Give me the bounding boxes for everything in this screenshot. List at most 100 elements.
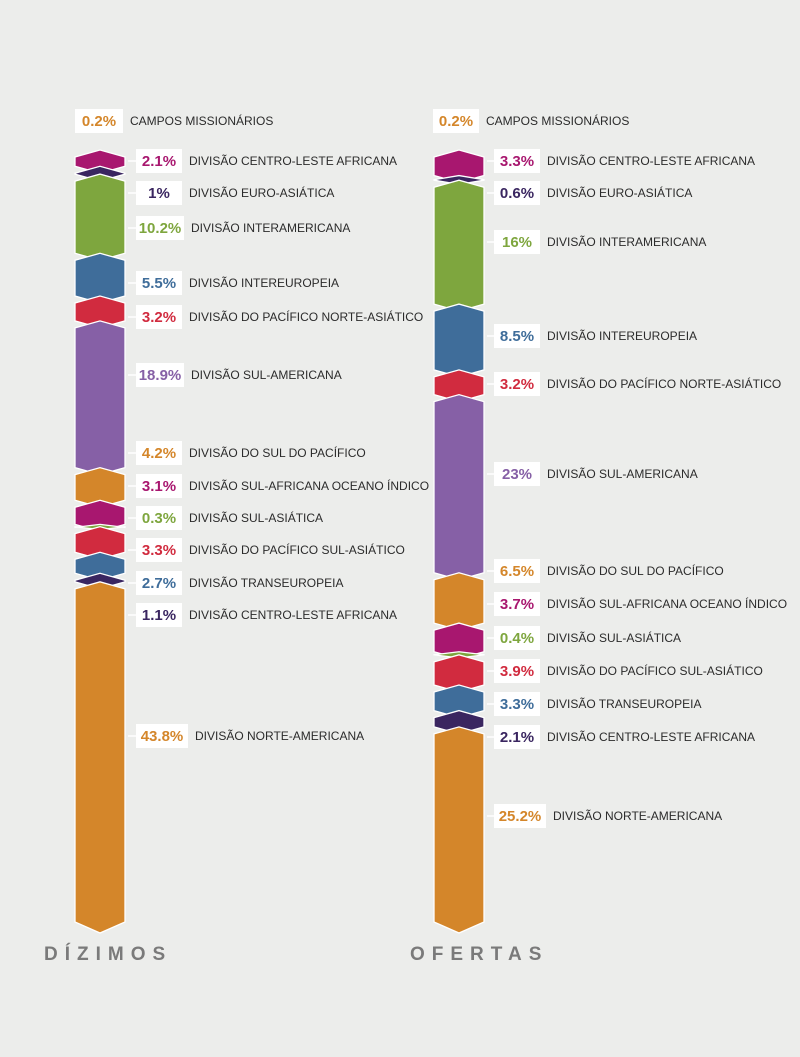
ofertas-title: OFERTAS [410,944,548,965]
data-label-divisao-euro-asiatica: 0.6% DIVISÃO EURO-ASIÁTICA [487,181,692,205]
category-label: DIVISÃO SUL-AMERICANA [191,368,342,382]
value-box [494,725,540,749]
value-label: 8.5% [500,328,534,345]
value-label: 2.7% [142,575,176,592]
value-label: 0.4% [500,630,534,647]
value-label: 3.3% [142,542,176,559]
category-label: DIVISÃO SUL-ASIÁTICA [189,510,323,525]
category-label: DIVISÃO INTEREUROPEIA [547,329,697,343]
value-label: 18.9% [139,367,182,384]
data-label-divisao-sul-africana-oceano-indico: 3.7% DIVISÃO SUL-AFRICANA OCEANO ÍNDICO [487,592,787,616]
segment-divisao-norte-americana [74,581,126,934]
value-box [136,571,182,595]
category-label: DIVISÃO CENTRO-LESTE AFRICANA [189,608,397,622]
category-label: DIVISÃO NORTE-AMERICANA [195,729,364,743]
data-label-divisao-transeuropeia: 2.7% DIVISÃO TRANSEUROPEIA [128,571,343,595]
data-label-divisao-do-pacifico-sul-asiatico: 3.9% DIVISÃO DO PACÍFICO SUL-ASIÁTICO [487,659,763,683]
value-box [433,109,479,133]
value-label: 3.3% [500,153,534,170]
category-label: DIVISÃO EURO-ASIÁTICA [547,185,692,200]
data-label-campos-missionarios: 0.2% CAMPOS MISSIONÁRIOS [433,109,629,133]
category-label: DIVISÃO INTERAMERICANA [547,235,706,249]
value-box [494,149,540,173]
value-box [136,271,182,295]
data-label-divisao-sul-americana: 23% DIVISÃO SUL-AMERICANA [487,462,698,486]
value-label: 43.8% [141,728,184,745]
value-box [136,181,182,205]
segment-divisao-do-sul-do-pacifico [433,572,485,631]
value-label: 2.1% [142,153,176,170]
value-label: 3.2% [500,376,534,393]
category-label: CAMPOS MISSIONÁRIOS [130,113,273,128]
value-box [494,592,540,616]
value-label: 0.6% [500,185,534,202]
segment-divisao-norte-americana [433,726,485,934]
category-label: DIVISÃO EURO-ASIÁTICA [189,185,334,200]
data-label-divisao-centro-leste-africana: 2.1% DIVISÃO CENTRO-LESTE AFRICANA [128,149,397,173]
value-label: 0.2% [439,113,473,130]
segment-divisao-transeuropeia [74,551,126,581]
data-label-divisao-norte-americana: 43.8% DIVISÃO NORTE-AMERICANA [128,724,364,748]
data-label-divisao-centro-leste-africana: 1.1% DIVISÃO CENTRO-LESTE AFRICANA [128,603,397,627]
value-box [136,441,182,465]
data-label-divisao-centro-leste-africana: 2.1% DIVISÃO CENTRO-LESTE AFRICANA [487,725,755,749]
value-label: 5.5% [142,275,176,292]
segment-divisao-transeuropeia [433,684,485,719]
segment-divisao-sul-africana-oceano-indico [74,499,126,533]
value-box [136,506,182,530]
data-label-divisao-do-pacifico-sul-asiatico: 3.3% DIVISÃO DO PACÍFICO SUL-ASIÁTICO [128,538,405,562]
data-label-divisao-sul-africana-oceano-indico: 3.1% DIVISÃO SUL-AFRICANA OCEANO ÍNDICO [128,474,429,498]
segment-divisao-do-pacifico-sul-asiatico [433,654,485,693]
value-label: 3.7% [500,596,534,613]
segment-divisao-sul-americana [74,320,126,476]
value-label: 25.2% [499,808,542,825]
ofertas-column: 0.2% CAMPOS MISSIONÁRIOS 3.3% DIVISÃO CENTR… [433,109,787,934]
data-label-divisao-do-pacifico-norte-asiatico: 3.2% DIVISÃO DO PACÍFICO NORTE-ASIÁTICO [487,372,781,396]
category-label: DIVISÃO DO PACÍFICO SUL-ASIÁTICO [189,542,405,557]
value-box [494,692,540,716]
value-box [494,559,540,583]
data-label-divisao-intereuropeia: 8.5% DIVISÃO INTEREUROPEIA [487,324,697,348]
segment-divisao-do-pacifico-norte-asiatico [74,295,126,329]
value-label: 4.2% [142,445,176,462]
value-label: 1% [148,185,170,202]
value-box [494,462,540,486]
category-label: DIVISÃO DO PACÍFICO SUL-ASIÁTICO [547,663,763,678]
value-box [75,109,123,133]
value-box [494,372,540,396]
value-label: 23% [502,466,532,483]
category-label: DIVISÃO DO PACÍFICO NORTE-ASIÁTICO [189,309,423,324]
category-label: CAMPOS MISSIONÁRIOS [486,113,629,128]
category-label: DIVISÃO DO PACÍFICO NORTE-ASIÁTICO [547,376,781,391]
value-box [136,305,182,329]
value-label: 0.2% [82,113,116,130]
segment-divisao-centro-leste-africana [433,709,485,735]
data-label-campos-missionarios: 0.2% CAMPOS MISSIONÁRIOS [75,109,273,133]
category-label: DIVISÃO DO SUL DO PACÍFICO [189,445,366,460]
value-label: 16% [502,234,532,251]
value-label: 0.3% [142,510,176,527]
segment-divisao-centro-leste-africana [74,149,126,174]
data-label-divisao-centro-leste-africana: 3.3% DIVISÃO CENTRO-LESTE AFRICANA [487,149,755,173]
segment-divisao-centro-leste-africana [433,149,485,184]
value-box [494,804,546,828]
value-label: 10.2% [139,220,182,237]
value-label: 3.9% [500,663,534,680]
value-label: 2.1% [500,729,534,746]
value-box [136,216,184,240]
data-label-divisao-transeuropeia: 3.3% DIVISÃO TRANSEUROPEIA [487,692,701,716]
value-label: 3.1% [142,478,176,495]
value-box [136,538,182,562]
category-label: DIVISÃO INTERAMERICANA [191,221,350,235]
data-label-divisao-do-sul-do-pacifico: 6.5% DIVISÃO DO SUL DO PACÍFICO [487,559,724,583]
value-box [494,181,540,205]
value-box [136,474,182,498]
data-label-divisao-interamericana: 16% DIVISÃO INTERAMERICANA [487,230,706,254]
value-box [136,149,182,173]
category-label: DIVISÃO CENTRO-LESTE AFRICANA [547,154,755,168]
segment-divisao-do-sul-do-pacifico [74,466,126,508]
category-label: DIVISÃO SUL-AFRICANA OCEANO ÍNDICO [547,596,787,611]
segment-divisao-interamericana [74,173,126,261]
data-label-divisao-sul-asiatica: 0.4% DIVISÃO SUL-ASIÁTICA [487,626,681,650]
